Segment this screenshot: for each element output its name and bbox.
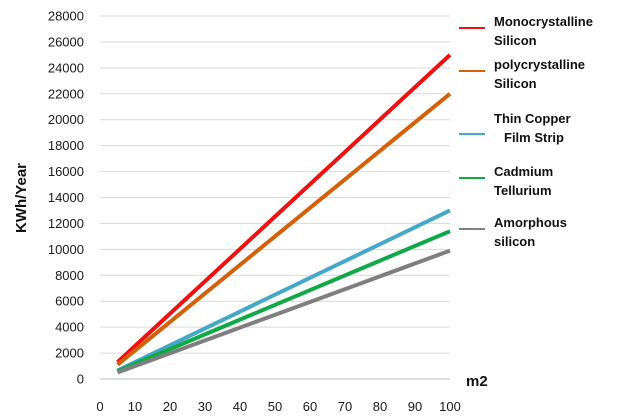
legend-label-4-1: silicon [494,234,535,249]
y-tick-label-24000: 24000 [48,60,84,75]
series-lines [116,53,452,375]
x-tick-label-50: 50 [268,399,282,414]
x-tick-label-90: 90 [408,399,422,414]
x-tick-label-20: 20 [163,399,177,414]
y-tick-label-0: 0 [77,372,84,387]
legend-label-3-0: Cadmium [494,164,553,179]
series-line-1 [116,92,452,367]
x-tick-label-80: 80 [373,399,387,414]
y-tick-label-28000: 28000 [48,9,84,24]
series-line-0 [116,53,452,364]
x-tick-label-40: 40 [233,399,247,414]
y-tick-label-16000: 16000 [48,164,84,179]
series-line-2 [116,208,451,373]
y-tick-label-18000: 18000 [48,138,84,153]
y-axis-title: KWh/Year [13,163,30,233]
y-tick-label-4000: 4000 [55,320,84,335]
y-tick-label-12000: 12000 [48,216,84,231]
x-tick-label-70: 70 [338,399,352,414]
x-tick-label-60: 60 [303,399,317,414]
series-line-4 [116,248,451,375]
x-tick-label-10: 10 [128,399,142,414]
y-tick-label-6000: 6000 [55,294,84,309]
y-tick-label-20000: 20000 [48,112,84,127]
legend-label-2-1: Film Strip [504,130,564,145]
axes: 0 2000 4000 6000 8000 10000 12000 14000 16000 180… [13,9,488,415]
legend-label-3-1: Tellurium [494,183,552,198]
legend-label-0-0: Monocrystalline [494,14,593,29]
legend-label-1-1: Silicon [494,76,537,91]
x-axis-title: m2 [466,373,488,390]
legend-label-1-0: polycrystalline [494,57,585,72]
y-tick-label-8000: 8000 [55,268,84,283]
series-line-3 [116,229,451,374]
x-tick-label-100: 100 [439,399,461,414]
x-tick-label-0: 0 [96,399,103,414]
legend-label-2-0: Thin Copper [494,111,571,126]
y-tick-label-10000: 10000 [48,242,84,257]
y-tick-label-2000: 2000 [55,346,84,361]
legend-label-4-0: Amorphous [494,215,567,230]
gridlines [100,15,450,354]
y-tick-label-22000: 22000 [48,86,84,101]
y-tick-label-14000: 14000 [48,190,84,205]
x-tick-label-30: 30 [198,399,212,414]
legend: Monocrystalline Silicon polycrystalline Sil… [459,14,593,249]
legend-label-0-1: Silicon [494,33,537,48]
y-tick-label-26000: 26000 [48,34,84,49]
